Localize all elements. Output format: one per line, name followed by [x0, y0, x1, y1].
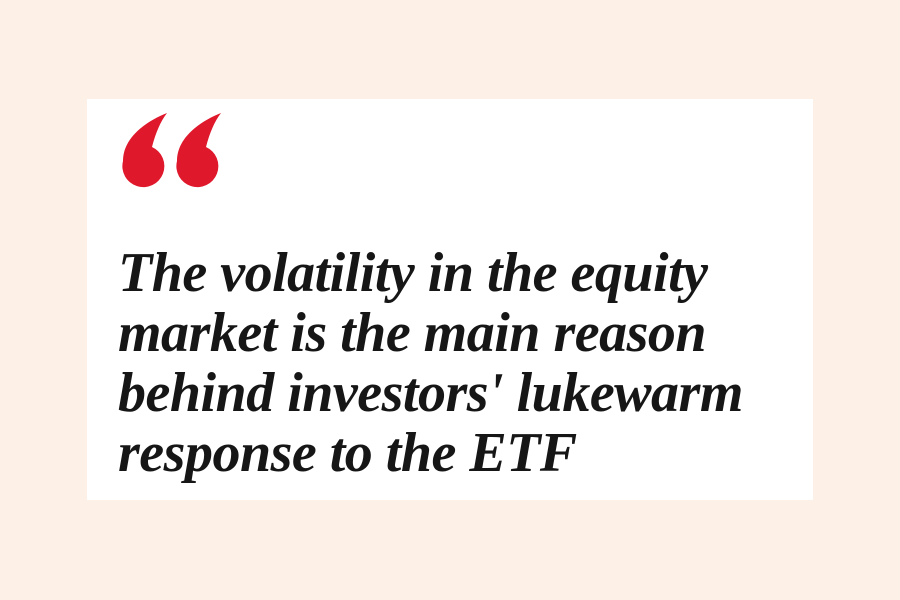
quote-line: response to the ETF — [118, 422, 577, 484]
quote-text-block: The volatility in the equity market is t… — [118, 243, 818, 483]
quote-line: The volatility in the equity — [118, 242, 708, 304]
quote-line: behind investors' lukewarm — [118, 362, 743, 424]
open-double-quote-icon — [122, 113, 221, 188]
quote-line: market is the main reason — [118, 302, 707, 364]
quote-mark-left — [122, 113, 167, 188]
quote-card: The volatility in the equity market is t… — [87, 99, 813, 500]
quote-mark-right — [176, 113, 221, 188]
